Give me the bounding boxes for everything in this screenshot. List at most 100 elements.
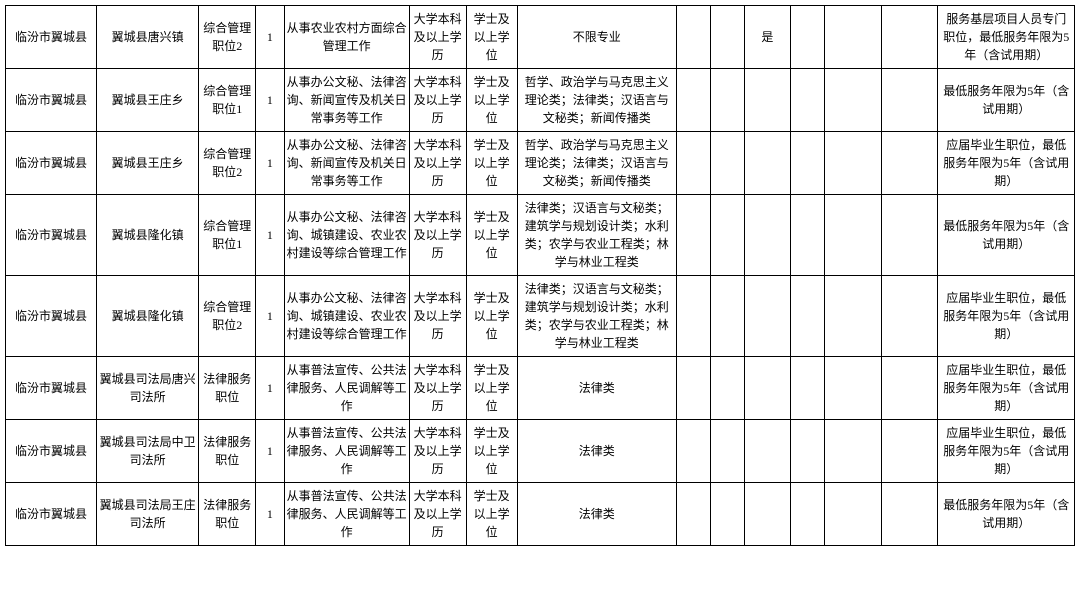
extra-cell: [676, 276, 710, 357]
extra-cell: [824, 69, 881, 132]
count-cell: 1: [256, 69, 284, 132]
region-cell: 临汾市翼城县: [6, 483, 97, 546]
major-cell: 法律类；汉语言与文秘类；建筑学与规划设计类；水利类；农学与农业工程类；林学与林业…: [517, 195, 676, 276]
position-cell: 综合管理职位2: [199, 132, 256, 195]
extra-cell: [824, 483, 881, 546]
remark-cell: 最低服务年限为5年（含试用期）: [938, 69, 1075, 132]
extra-cell: [881, 195, 938, 276]
extra-cell: [711, 276, 745, 357]
duty-cell: 从事办公文秘、法律咨询、新闻宣传及机关日常事务等工作: [284, 69, 409, 132]
extra-cell: [711, 6, 745, 69]
degree-cell: 学士及以上学位: [466, 483, 517, 546]
extra-cell: [790, 357, 824, 420]
extra-cell: [790, 420, 824, 483]
major-cell: 哲学、政治学与马克思主义理论类；法律类；汉语言与文秘类；新闻传播类: [517, 69, 676, 132]
dept-cell: 翼城县唐兴镇: [96, 6, 198, 69]
extra-cell: [745, 132, 790, 195]
extra-cell: [824, 420, 881, 483]
edu-cell: 大学本科及以上学历: [409, 195, 466, 276]
region-cell: 临汾市翼城县: [6, 420, 97, 483]
remark-cell: 应届毕业生职位，最低服务年限为5年（含试用期）: [938, 132, 1075, 195]
dept-cell: 翼城县隆化镇: [96, 276, 198, 357]
extra-cell: [745, 276, 790, 357]
extra-cell: [881, 132, 938, 195]
duty-cell: 从事普法宣传、公共法律服务、人民调解等工作: [284, 357, 409, 420]
extra-cell: [676, 6, 710, 69]
duty-cell: 从事农业农村方面综合管理工作: [284, 6, 409, 69]
extra-cell: [824, 357, 881, 420]
dept-cell: 翼城县王庄乡: [96, 69, 198, 132]
extra-cell: [881, 276, 938, 357]
major-cell: 哲学、政治学与马克思主义理论类；法律类；汉语言与文秘类；新闻传播类: [517, 132, 676, 195]
edu-cell: 大学本科及以上学历: [409, 69, 466, 132]
major-cell: 不限专业: [517, 6, 676, 69]
region-cell: 临汾市翼城县: [6, 6, 97, 69]
position-cell: 综合管理职位1: [199, 195, 256, 276]
extra-cell: [790, 69, 824, 132]
position-cell: 综合管理职位2: [199, 6, 256, 69]
extra-cell: [881, 69, 938, 132]
region-cell: 临汾市翼城县: [6, 69, 97, 132]
table-row: 临汾市翼城县翼城县司法局王庄司法所法律服务职位1从事普法宣传、公共法律服务、人民…: [6, 483, 1075, 546]
duty-cell: 从事普法宣传、公共法律服务、人民调解等工作: [284, 420, 409, 483]
table-row: 临汾市翼城县翼城县王庄乡综合管理职位21从事办公文秘、法律咨询、新闻宣传及机关日…: [6, 132, 1075, 195]
extra-cell: [745, 357, 790, 420]
duty-cell: 从事办公文秘、法律咨询、新闻宣传及机关日常事务等工作: [284, 132, 409, 195]
degree-cell: 学士及以上学位: [466, 195, 517, 276]
extra-cell: [790, 6, 824, 69]
edu-cell: 大学本科及以上学历: [409, 276, 466, 357]
degree-cell: 学士及以上学位: [466, 357, 517, 420]
count-cell: 1: [256, 357, 284, 420]
extra-cell: [790, 132, 824, 195]
region-cell: 临汾市翼城县: [6, 132, 97, 195]
extra-cell: [881, 357, 938, 420]
duty-cell: 从事办公文秘、法律咨询、城镇建设、农业农村建设等综合管理工作: [284, 276, 409, 357]
region-cell: 临汾市翼城县: [6, 195, 97, 276]
edu-cell: 大学本科及以上学历: [409, 132, 466, 195]
count-cell: 1: [256, 6, 284, 69]
extra-cell: [881, 483, 938, 546]
duty-cell: 从事普法宣传、公共法律服务、人民调解等工作: [284, 483, 409, 546]
degree-cell: 学士及以上学位: [466, 276, 517, 357]
major-cell: 法律类: [517, 483, 676, 546]
position-cell: 综合管理职位2: [199, 276, 256, 357]
extra-cell: [711, 420, 745, 483]
remark-cell: 最低服务年限为5年（含试用期）: [938, 483, 1075, 546]
count-cell: 1: [256, 276, 284, 357]
extra-cell: [790, 276, 824, 357]
extra-cell: [824, 195, 881, 276]
dept-cell: 翼城县司法局中卫司法所: [96, 420, 198, 483]
extra-cell: [824, 276, 881, 357]
table-row: 临汾市翼城县翼城县王庄乡综合管理职位11从事办公文秘、法律咨询、新闻宣传及机关日…: [6, 69, 1075, 132]
dept-cell: 翼城县王庄乡: [96, 132, 198, 195]
extra-cell: [676, 195, 710, 276]
table-row: 临汾市翼城县翼城县隆化镇综合管理职位11从事办公文秘、法律咨询、城镇建设、农业农…: [6, 195, 1075, 276]
dept-cell: 翼城县司法局王庄司法所: [96, 483, 198, 546]
extra-cell: [711, 483, 745, 546]
edu-cell: 大学本科及以上学历: [409, 357, 466, 420]
extra-cell: [676, 420, 710, 483]
degree-cell: 学士及以上学位: [466, 132, 517, 195]
extra-cell: [711, 195, 745, 276]
extra-cell: [711, 69, 745, 132]
extra-cell: [745, 195, 790, 276]
remark-cell: 应届毕业生职位，最低服务年限为5年（含试用期）: [938, 420, 1075, 483]
table-row: 临汾市翼城县翼城县司法局唐兴司法所法律服务职位1从事普法宣传、公共法律服务、人民…: [6, 357, 1075, 420]
position-cell: 法律服务职位: [199, 420, 256, 483]
position-cell: 法律服务职位: [199, 357, 256, 420]
recruitment-table: 临汾市翼城县翼城县唐兴镇综合管理职位21从事农业农村方面综合管理工作大学本科及以…: [5, 5, 1075, 546]
extra-cell: [790, 195, 824, 276]
dept-cell: 翼城县司法局唐兴司法所: [96, 357, 198, 420]
extra-cell: [711, 357, 745, 420]
edu-cell: 大学本科及以上学历: [409, 6, 466, 69]
remark-cell: 服务基层项目人员专门职位，最低服务年限为5年（含试用期）: [938, 6, 1075, 69]
remark-cell: 最低服务年限为5年（含试用期）: [938, 195, 1075, 276]
major-cell: 法律类；汉语言与文秘类；建筑学与规划设计类；水利类；农学与农业工程类；林学与林业…: [517, 276, 676, 357]
extra-cell: [711, 132, 745, 195]
degree-cell: 学士及以上学位: [466, 6, 517, 69]
position-cell: 综合管理职位1: [199, 69, 256, 132]
dept-cell: 翼城县隆化镇: [96, 195, 198, 276]
major-cell: 法律类: [517, 420, 676, 483]
remark-cell: 应届毕业生职位，最低服务年限为5年（含试用期）: [938, 357, 1075, 420]
extra-cell: [676, 357, 710, 420]
